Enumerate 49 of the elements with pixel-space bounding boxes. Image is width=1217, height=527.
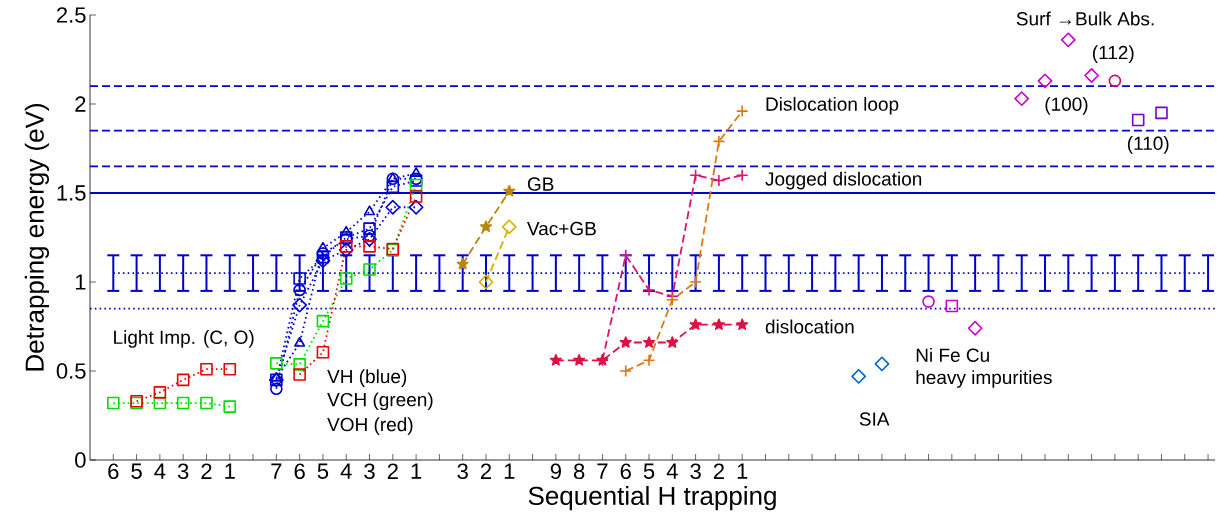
x-tick-label: 2	[480, 463, 491, 479]
annotation: (110)	[1127, 136, 1169, 154]
x-tick-label: 1	[504, 463, 515, 479]
x-tick-label: 3	[690, 463, 701, 480]
x-tick-label: 2	[387, 463, 398, 479]
y-tick-label: 1	[75, 274, 86, 290]
annotation: Vac+GB	[527, 221, 596, 236]
x-tick-label: 4	[340, 463, 352, 479]
y-axis-title: Detrapping energy (eV)	[24, 104, 50, 371]
x-tick-label: 5	[317, 463, 329, 479]
y-tick-label: 1.5	[57, 185, 86, 201]
x-tick-label: 1	[225, 463, 235, 479]
x-tick-label: 3	[364, 463, 375, 480]
x-tick-label: 6	[620, 463, 631, 480]
y-tick-label: 2.5	[57, 7, 86, 23]
annotation: Surf →Bulk Abs.	[1016, 11, 1154, 26]
x-tick-label: 1	[737, 463, 748, 479]
x-tick-label: 6	[108, 463, 119, 480]
x-tick-label: 2	[201, 463, 212, 479]
annotation: GB	[527, 177, 554, 191]
annotation: Jogged dislocation	[765, 171, 922, 190]
x-tick-label: 3	[457, 463, 468, 480]
annotation: (112)	[1092, 45, 1134, 64]
x-tick-label: 5	[131, 463, 142, 479]
x-tick-label: 4	[154, 463, 166, 479]
x-tick-label: 3	[177, 463, 189, 480]
x-tick-label: 4	[666, 463, 678, 479]
x-tick-label: 7	[271, 463, 282, 479]
x-tick-label: 7	[597, 463, 608, 479]
annotation: VCH (green)	[327, 392, 433, 411]
x-axis-title: Sequential H trapping	[528, 485, 776, 511]
annotation: VH (blue)	[327, 369, 407, 387]
annotation: Light Imp. (C, O)	[114, 330, 254, 348]
x-tick-label: 9	[550, 463, 561, 480]
x-tick-label: 2	[713, 463, 724, 479]
y-tick-label: 2	[75, 96, 86, 112]
x-tick-label: 6	[294, 463, 305, 480]
x-tick-label: 5	[643, 463, 655, 479]
x-tick-label: 1	[411, 463, 422, 479]
y-tick-label: 0	[75, 452, 86, 468]
annotation: Dislocation loop	[766, 96, 899, 115]
annotation: SIA	[859, 412, 890, 426]
annotation: dislocation	[765, 319, 854, 334]
y-tick-label: 0.5	[56, 363, 86, 379]
annotation: (100)	[1045, 96, 1088, 115]
annotation: heavy impurities	[916, 370, 1052, 388]
annotation: VOH (red)	[327, 417, 413, 436]
x-tick-label: 8	[573, 463, 585, 480]
annotation: Ni Fe Cu	[916, 348, 989, 362]
